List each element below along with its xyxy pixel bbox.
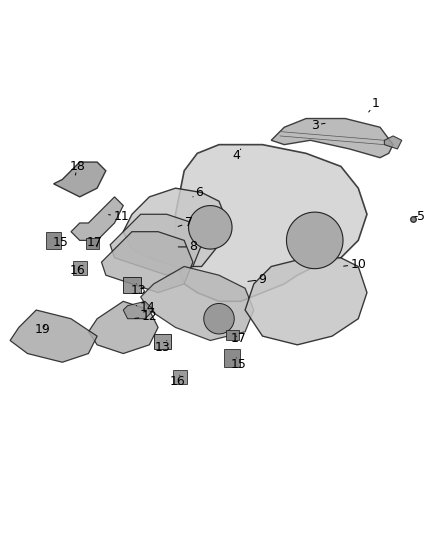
Polygon shape bbox=[385, 136, 402, 149]
Polygon shape bbox=[226, 329, 239, 341]
Polygon shape bbox=[10, 310, 97, 362]
Polygon shape bbox=[173, 370, 187, 384]
Polygon shape bbox=[71, 197, 123, 240]
Polygon shape bbox=[73, 261, 87, 275]
Polygon shape bbox=[123, 188, 228, 266]
Polygon shape bbox=[271, 118, 393, 158]
Polygon shape bbox=[123, 277, 141, 293]
Polygon shape bbox=[88, 301, 158, 353]
Polygon shape bbox=[141, 266, 254, 341]
Polygon shape bbox=[53, 162, 106, 197]
Text: 8: 8 bbox=[178, 240, 197, 253]
Polygon shape bbox=[102, 232, 193, 293]
Text: 17: 17 bbox=[87, 236, 103, 249]
Text: 14: 14 bbox=[136, 301, 155, 314]
Polygon shape bbox=[86, 238, 99, 249]
Polygon shape bbox=[286, 212, 343, 269]
Text: 10: 10 bbox=[344, 258, 366, 271]
Text: 16: 16 bbox=[70, 264, 85, 277]
Text: 5: 5 bbox=[415, 210, 425, 223]
Polygon shape bbox=[46, 232, 61, 249]
Polygon shape bbox=[123, 301, 154, 319]
Text: 9: 9 bbox=[248, 273, 266, 286]
Polygon shape bbox=[245, 258, 367, 345]
Text: 15: 15 bbox=[52, 236, 68, 249]
Text: 19: 19 bbox=[35, 323, 51, 336]
Text: 13: 13 bbox=[155, 341, 170, 353]
Text: 17: 17 bbox=[231, 332, 247, 345]
Polygon shape bbox=[224, 349, 240, 367]
Text: 6: 6 bbox=[193, 186, 203, 199]
Polygon shape bbox=[204, 303, 234, 334]
Text: 15: 15 bbox=[231, 358, 247, 371]
Text: 3: 3 bbox=[311, 118, 325, 132]
Polygon shape bbox=[110, 214, 201, 275]
Polygon shape bbox=[176, 144, 367, 301]
Text: 13: 13 bbox=[131, 284, 146, 297]
Text: 12: 12 bbox=[135, 310, 157, 323]
Text: 11: 11 bbox=[109, 210, 129, 223]
Text: 18: 18 bbox=[70, 160, 85, 175]
Text: 16: 16 bbox=[170, 375, 186, 389]
Polygon shape bbox=[154, 334, 171, 349]
Polygon shape bbox=[189, 206, 232, 249]
Text: 7: 7 bbox=[178, 216, 193, 230]
Text: 4: 4 bbox=[233, 149, 241, 162]
Text: 1: 1 bbox=[369, 97, 380, 112]
